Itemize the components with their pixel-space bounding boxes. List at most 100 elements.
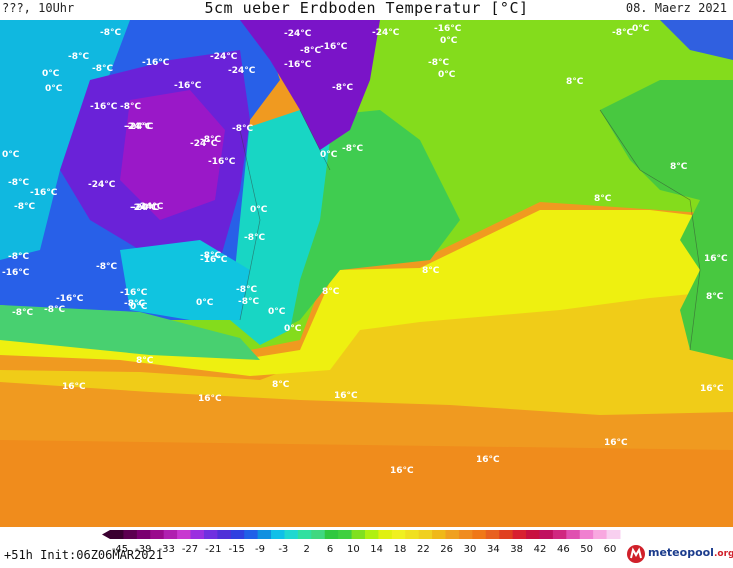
scale-swatch	[606, 530, 621, 539]
temperature-label: -8°C	[200, 135, 221, 145]
temperature-label: -8°C	[44, 305, 65, 315]
temperature-label: 0°C	[2, 150, 20, 160]
temperature-label: -8°C	[612, 28, 633, 38]
scale-swatch	[405, 530, 420, 539]
scale-swatch	[217, 530, 232, 539]
temperature-label: 8°C	[706, 292, 724, 302]
scale-swatch	[123, 530, 138, 539]
temperature-label: -8°C	[8, 252, 29, 262]
temperature-label: -8°C	[236, 285, 257, 295]
temperature-label: -16°C	[284, 60, 312, 70]
temperature-label: -24°C	[130, 203, 158, 213]
temperature-label: -24°C	[132, 203, 160, 213]
temperature-label: 8°C	[422, 266, 440, 276]
region-greenland	[240, 20, 380, 150]
scale-swatch	[150, 530, 165, 539]
scale-tick: -3	[278, 544, 288, 555]
scale-swatch	[203, 530, 218, 539]
scale-tick: 10	[347, 544, 360, 555]
scale-tick: 22	[417, 544, 430, 555]
scale-swatch	[284, 530, 299, 539]
footer: -45 -39 -33 -27 -21 -15 -9 -3 2 6 10 14 18 22 26 30 34 38…	[0, 527, 733, 566]
temperature-label: -16°C	[120, 288, 148, 298]
temperature-label: 0°C	[45, 84, 63, 94]
temperature-label: -24°C	[136, 202, 164, 212]
forecast-date: 08. Maerz 2021	[625, 1, 727, 15]
region-europe-land	[600, 80, 733, 360]
temperature-label: -24°C	[126, 122, 154, 132]
temperature-label: 16°C	[198, 394, 222, 404]
temperature-label: -16°C	[2, 268, 30, 278]
temperature-label: 16°C	[334, 391, 358, 401]
scale-swatch	[445, 530, 460, 539]
temperature-label: 8°C	[322, 287, 340, 297]
scale-swatch	[297, 530, 312, 539]
map-canvas: -8°C0°C -8°C-16°C-24°C-24°C-24°C-16°C-16°…	[0, 20, 733, 527]
region-deep-cold	[120, 90, 225, 220]
region-yellow-orange	[0, 282, 733, 415]
scale-tick: 50	[580, 544, 593, 555]
scale-swatch	[512, 530, 527, 539]
temperature-label: 0°C	[440, 36, 458, 46]
scale-tick: -45	[112, 544, 128, 555]
scale-tick: 34	[487, 544, 500, 555]
temperature-label: 0°C	[250, 205, 268, 215]
forecast-time: ???, 10Uhr	[2, 1, 75, 15]
temperature-label: -8°C	[300, 46, 321, 56]
temperature-label: 8°C	[136, 356, 154, 366]
temperature-label: 16°C	[700, 384, 724, 394]
scale-tick: -15	[228, 544, 244, 555]
temperature-label: 0°C	[196, 298, 214, 308]
map-title: 5cm ueber Erdboden Temperatur [°C]	[204, 0, 529, 17]
temperature-label: 0°C	[320, 150, 338, 160]
scale-tick: -27	[182, 544, 198, 555]
temperature-label: -16°C	[174, 81, 202, 91]
scale-swatch	[351, 530, 366, 539]
region-green-coast	[0, 305, 260, 360]
temperature-label: 8°C	[566, 77, 584, 87]
scale-swatch	[593, 530, 608, 539]
temperature-label: -24°C	[210, 52, 238, 62]
temperature-map: -8°C 0°C -8°C -16°C -24°C -24°C -24°C -16°C -16°…	[0, 20, 733, 527]
temperature-label: -8°C	[238, 297, 259, 307]
temperature-label: 16°C	[604, 438, 628, 448]
temperature-label: -8°C	[232, 124, 253, 134]
scale-swatch	[432, 530, 447, 539]
logo-text: meteopool.org	[648, 546, 733, 559]
temperature-label: 8°C	[594, 194, 612, 204]
temperature-label: -8°C	[92, 64, 113, 74]
temperature-label: 0°C	[130, 302, 148, 312]
scale-swatch	[324, 530, 339, 539]
region-yellow	[0, 210, 733, 376]
coastlines	[239, 109, 701, 351]
temperature-label: 16°C	[62, 382, 86, 392]
temperature-label: -16°C	[434, 24, 462, 34]
temperature-label: -8°C	[200, 251, 221, 261]
temperature-label: -8°C	[124, 299, 145, 309]
temperature-label: -8°C	[428, 58, 449, 68]
meteopool-logo[interactable]: meteopool.org	[626, 544, 733, 564]
scale-swatch	[579, 530, 594, 539]
scale-tick: -39	[135, 544, 151, 555]
scale-tick: 38	[510, 544, 523, 555]
temperature-label: -8°C	[96, 262, 117, 272]
temperature-label: -16°C	[56, 294, 84, 304]
scale-tick: 60	[604, 544, 617, 555]
temperature-label: -8°C	[68, 52, 89, 62]
region-dark-orange	[0, 440, 733, 527]
temperature-label: 0°C	[284, 324, 302, 334]
temperature-label: 8°C	[272, 380, 290, 390]
temperature-label: -24°C	[372, 28, 400, 38]
scale-swatch	[365, 530, 379, 539]
temperature-label: 0°C	[42, 69, 60, 79]
scale-swatch	[485, 530, 500, 539]
scale-swatch	[391, 530, 406, 539]
scale-swatch	[311, 530, 326, 539]
region-aqua	[230, 110, 330, 345]
region-hudson	[120, 240, 250, 320]
color-scale: -45 -39 -33 -27 -21 -15 -9 -3 2 6 10 14 18 22 26 30 34 38…	[102, 530, 621, 555]
temperature-label: -16°C	[142, 58, 170, 68]
scale-tick: 18	[394, 544, 407, 555]
temperature-label: -24°C	[88, 180, 116, 190]
temperature-label: 0°C	[438, 70, 456, 80]
